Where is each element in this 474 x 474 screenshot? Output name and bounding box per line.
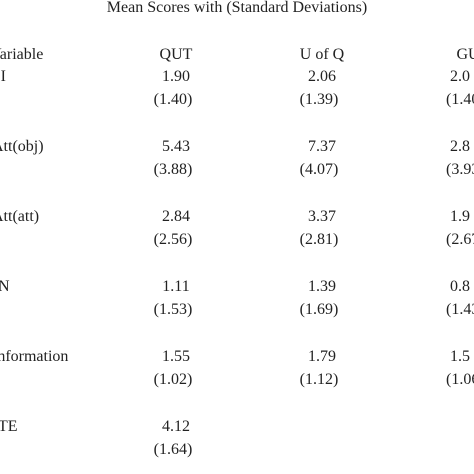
title: Mean Scores with (Standard Deviations) (106, 0, 368, 16)
mean-value: 1.11 (162, 278, 190, 295)
column-header: QUT (159, 46, 193, 63)
sd-value: (4.07) (299, 161, 339, 178)
sd-value: (1.39) (299, 91, 339, 108)
sd-value: (1.43 (446, 301, 474, 318)
mean-value: 1.9 (450, 208, 470, 225)
mean-value: 7.37 (308, 138, 336, 155)
sd-value: (1.53) (153, 301, 193, 318)
row-label: Information (0, 348, 69, 365)
sd-value: (3.93 (446, 161, 474, 178)
mean-value: 1.90 (162, 68, 190, 85)
sd-value: (1.64) (153, 441, 193, 458)
column-header: Variable (0, 46, 44, 63)
sd-value: (2.67 (446, 231, 474, 248)
sd-value: (1.69) (299, 301, 339, 318)
mean-value: 2.06 (308, 68, 336, 85)
sd-value: (1.40) (153, 91, 193, 108)
row-label: TE (0, 418, 18, 435)
mean-value: 1.79 (308, 348, 336, 365)
mean-value: 2.0 (450, 68, 470, 85)
mean-value: 1.39 (308, 278, 336, 295)
sd-value: (1.06 (446, 371, 474, 388)
sd-value: (2.56) (153, 231, 193, 248)
sd-value: (1.12) (299, 371, 339, 388)
mean-value: 3.37 (308, 208, 336, 225)
row-label: Att(obj) (0, 138, 44, 155)
sd-value: (1.40 (446, 91, 474, 108)
row-label: BI (0, 68, 6, 85)
mean-value: 1.5 (450, 348, 470, 365)
mean-value: 4.12 (162, 418, 190, 435)
mean-value: 1.55 (162, 348, 190, 365)
row-label: Att(att) (0, 208, 40, 225)
mean-value: 0.8 (450, 278, 470, 295)
sd-value: (1.02) (153, 371, 193, 388)
column-header: GU (456, 46, 474, 63)
mean-value: 2.8 (450, 138, 470, 155)
column-header: U of Q (299, 46, 345, 63)
row-label: N (0, 278, 10, 295)
sd-value: (3.88) (153, 161, 193, 178)
mean-value: 5.43 (162, 138, 190, 155)
sd-value: (2.81) (299, 231, 339, 248)
mean-value: 2.84 (162, 208, 190, 225)
